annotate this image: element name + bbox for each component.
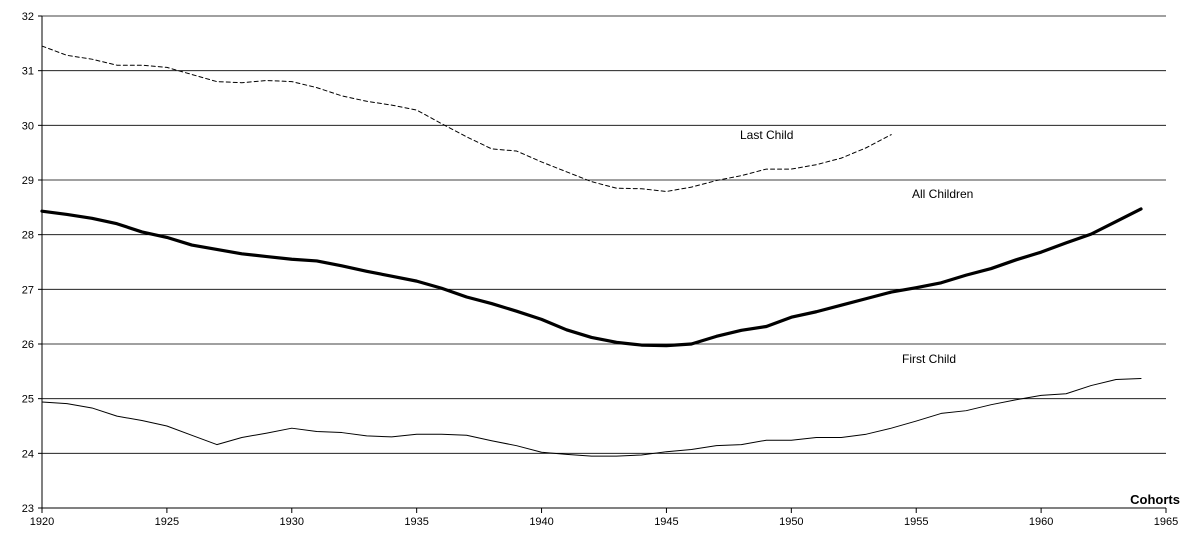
y-tick-label: 26 bbox=[22, 339, 34, 351]
x-axis-title: Cohorts bbox=[1130, 492, 1180, 507]
series-label-last-child: Last Child bbox=[740, 128, 793, 142]
y-tick-label: 29 bbox=[22, 175, 34, 187]
y-tick-label: 30 bbox=[22, 120, 34, 132]
y-tick-label: 27 bbox=[22, 284, 34, 296]
series-label-all-children: All Children bbox=[912, 187, 973, 201]
x-tick-label: 1935 bbox=[404, 516, 428, 528]
x-tick-label: 1955 bbox=[904, 516, 928, 528]
y-tick-label: 25 bbox=[22, 394, 34, 406]
y-tick-label: 23 bbox=[22, 503, 34, 515]
x-tick-label: 1940 bbox=[529, 516, 553, 528]
series-label-first-child: First Child bbox=[902, 352, 956, 366]
y-tick-label: 32 bbox=[22, 11, 34, 23]
x-tick-label: 1950 bbox=[779, 516, 803, 528]
series-line-all-children bbox=[40, 207, 1143, 348]
series-lines bbox=[40, 45, 1143, 457]
y-tick-label: 28 bbox=[22, 230, 34, 242]
x-tick-label: 1920 bbox=[30, 516, 54, 528]
tick-labels: 23 24 25 26 27 28 29 30 31 32 1920 1925 1930 1935 1940… bbox=[22, 11, 1178, 528]
y-tick-label: 31 bbox=[22, 66, 34, 78]
axes bbox=[38, 15, 1167, 513]
series-line-first-child bbox=[41, 377, 1142, 457]
x-tick-label: 1960 bbox=[1029, 516, 1053, 528]
x-tick-label: 1965 bbox=[1154, 516, 1178, 528]
gridlines bbox=[42, 15, 1166, 454]
x-tick-label: 1945 bbox=[654, 516, 678, 528]
series-line-last-child bbox=[41, 45, 892, 192]
y-tick-label: 24 bbox=[22, 448, 34, 460]
x-tick-label: 1925 bbox=[155, 516, 179, 528]
x-tick-label: 1930 bbox=[280, 516, 304, 528]
